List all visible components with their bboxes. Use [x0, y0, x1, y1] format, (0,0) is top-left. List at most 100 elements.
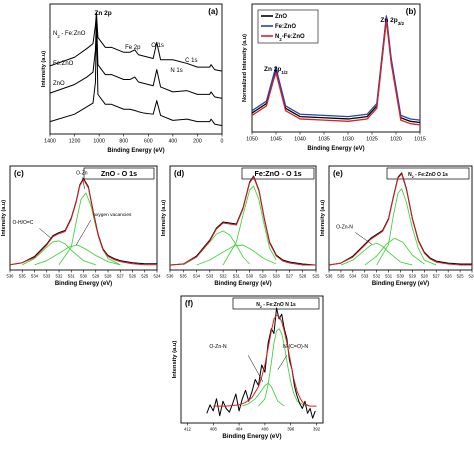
x-tick-label-d: 533: [206, 274, 214, 279]
label-o-zn: O-Zn: [76, 170, 88, 176]
series-e-experimental: [328, 172, 472, 266]
plot-frame-d: [169, 165, 317, 271]
x-tick-label-d: 534: [193, 274, 201, 279]
x-tick-label-e: 529: [409, 274, 417, 279]
leader-o-h-o-c: [39, 228, 52, 239]
series-a-zno: [49, 19, 222, 126]
panel-c: 536 535 534 533 532 531 530 529 528 527 526 525 524 B…: [1, 165, 162, 287]
x-tick-label-c: 533: [43, 274, 51, 279]
x-tick-label-c: 527: [117, 274, 125, 279]
x-tick-label-c: 530: [80, 274, 88, 279]
x-tick-label-a: 1400: [44, 139, 56, 145]
chart-title-d: Fe:ZnO - O 1s: [254, 169, 301, 178]
series-c-experimental: [9, 177, 157, 266]
x-tick-label-a: 0: [221, 139, 224, 145]
series-c-oxygen-vacancies: [34, 244, 121, 266]
x-tick-label-e: 531: [385, 274, 393, 279]
x-tick-label-c: 531: [68, 274, 76, 279]
x-tick-label-e: 524: [469, 274, 474, 279]
plot-frame-a: [49, 3, 223, 135]
x-tick-label-e: 535: [337, 274, 345, 279]
series-d-envelope: [169, 176, 316, 266]
series-a-fe-zno: [49, 15, 222, 99]
x-tick-label-f: 408: [210, 427, 218, 432]
panel-label-e: (e): [333, 169, 343, 178]
series-d-component-3: [196, 244, 277, 266]
x-tick-label-c: 536: [7, 274, 15, 279]
series-e-envelope: [328, 173, 472, 266]
x-tick-label-e: 533: [361, 274, 369, 279]
x-tick-label-e: 525: [457, 274, 465, 279]
x-tick-label-d: 528: [273, 274, 281, 279]
x-tick-label-e: 527: [433, 274, 441, 279]
x-tick-label-a: 800: [119, 139, 128, 145]
series-e-component-2: [376, 188, 437, 266]
chart-title-e: N2 - Fe:ZnO O 1s: [408, 172, 448, 179]
x-tick-label-c: 524: [154, 274, 162, 279]
label-fe-2p: Fe 2p: [125, 45, 141, 51]
x-tick-label-b: 1040: [294, 137, 306, 143]
x-tick-label-d: 526: [299, 274, 307, 279]
label-zn-2p-1-2: Zn 2p1/2: [264, 66, 288, 75]
label-zn-2p: Zn 2p: [94, 10, 111, 17]
x-tick-label-e: 528: [421, 274, 429, 279]
leader-n-c-o-n: [277, 355, 288, 370]
series-a-n2-fe-zno: [49, 12, 222, 72]
label-zno: ZnO: [53, 81, 65, 87]
series-f-o-zn-n: [242, 382, 285, 407]
y-axis-label-f: Intensity (a.u): [172, 341, 178, 379]
panel-d: 536 535 534 533 532 531 530 529 528 527 526 525 Bind…: [161, 165, 320, 287]
label-o-h-o-c: O-H/O=C: [12, 220, 33, 226]
series-c-envelope: [9, 179, 157, 266]
x-tick-label-f: 404: [236, 427, 244, 432]
label-zn-2p-3-2: Zn 2p3/2: [380, 17, 404, 26]
series-d-component-2: [222, 185, 277, 266]
x-axis-label-b: Binding Energy (eV): [307, 146, 364, 152]
chart-title-f: N2 - Fe:ZnO N 1s: [256, 302, 296, 309]
title-box-c: [83, 167, 155, 180]
series-c-o-h-o-c: [22, 240, 96, 266]
x-tick-label-a: 200: [193, 139, 202, 145]
y-axis-label-b: Normalized Intensity (a.u): [242, 34, 248, 102]
x-tick-label-d: 530: [246, 274, 254, 279]
x-tick-label-d: 529: [259, 274, 267, 279]
x-tick-label-a: 600: [144, 139, 153, 145]
label-c-1s: C 1s: [185, 58, 197, 64]
x-axis-label-f: Binding Energy (eV): [222, 433, 281, 440]
label-o-1s: O 1s: [151, 43, 164, 49]
label-o-zn-n: O-Zn-N: [336, 224, 353, 230]
x-tick-label-f: 412: [184, 427, 192, 432]
x-tick-label-e: 530: [397, 274, 405, 279]
x-tick-label-d: 527: [286, 274, 294, 279]
panel-label-c: (c): [14, 169, 24, 178]
series-e-component-3: [364, 237, 425, 266]
x-tick-label-c: 526: [129, 274, 137, 279]
legend-item-fe-zno-label: Fe:ZnO: [275, 24, 296, 30]
x-tick-label-d: 532: [220, 274, 228, 279]
label-n2-fe-zno: N2 - Fe:ZnO: [53, 31, 86, 39]
label-oxygen-vacancies: oxygen vacancies: [93, 212, 132, 218]
leader-f-o-zn-n: [247, 355, 264, 382]
x-tick-label-c: 528: [105, 274, 113, 279]
x-tick-label-c: 525: [141, 274, 149, 279]
x-axis-label-e: Binding Energy (eV): [372, 281, 429, 287]
label-f-o-zn-n: O-Zn-N: [209, 344, 227, 350]
title-box-e: [386, 167, 470, 180]
x-tick-label-b: 1015: [414, 137, 426, 143]
series-b-n2-fe-zno: [251, 19, 421, 126]
x-tick-label-d: 531: [233, 274, 241, 279]
chart-title-c: ZnO - O 1s: [101, 169, 137, 178]
panel-label-a: (a): [208, 7, 218, 16]
y-axis-label-a: Intensity (a.u): [41, 51, 47, 87]
x-axis-label-a: Binding Energy (eV): [107, 148, 164, 154]
plot-frame-c: [9, 165, 158, 271]
panel-a: 1400 1200 1000 800 600 400 200 0 Binding Energy …: [41, 3, 224, 154]
panel-label-d: (d): [174, 169, 185, 178]
x-tick-label-f: 400: [261, 427, 269, 432]
plot-frame-e: [328, 165, 473, 271]
title-box-d: [241, 167, 315, 180]
panel-label-f: (f): [185, 299, 193, 308]
x-tick-label-e: 526: [445, 274, 453, 279]
legend-item-zno-label: ZnO: [275, 14, 287, 20]
label-n-c-o-n: N-(C=O)-N: [283, 344, 308, 350]
